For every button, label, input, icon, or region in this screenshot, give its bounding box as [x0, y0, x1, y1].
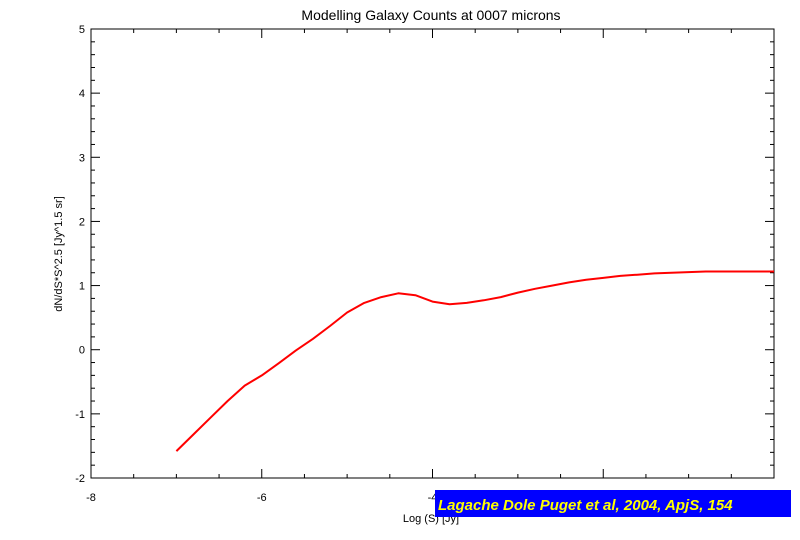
y-tick-label: 2: [79, 216, 85, 228]
x-tick-label: -6: [257, 492, 267, 504]
y-tick-label: -2: [75, 473, 85, 485]
plot-frame: [90, 28, 775, 479]
y-tick-label: -1: [75, 409, 85, 421]
series-line: [175, 270, 774, 452]
y-tick-label: 0: [79, 345, 85, 357]
series-layer: [175, 270, 774, 452]
credit-text: Lagache Dole Puget et al, 2004, ApjS, 15…: [438, 497, 733, 514]
x-tick-label: -8: [86, 492, 96, 504]
credit-background: [435, 490, 791, 517]
y-tick-label: 5: [79, 24, 85, 36]
chart-title: Modelling Galaxy Counts at 0007 microns: [301, 7, 560, 23]
y-tick-label: 4: [79, 88, 85, 100]
y-axis: -2 -1 0 1 2 3 4 5: [75, 24, 774, 485]
y-tick-label: 1: [79, 281, 85, 293]
y-tick-label: 3: [79, 152, 85, 164]
x-tick-label: -4: [428, 492, 438, 504]
y-axis-label: dN/dS*S^2.5 [Jy^1.5 sr]: [53, 196, 65, 311]
x-axis: -8-6-4-20: [86, 29, 777, 504]
